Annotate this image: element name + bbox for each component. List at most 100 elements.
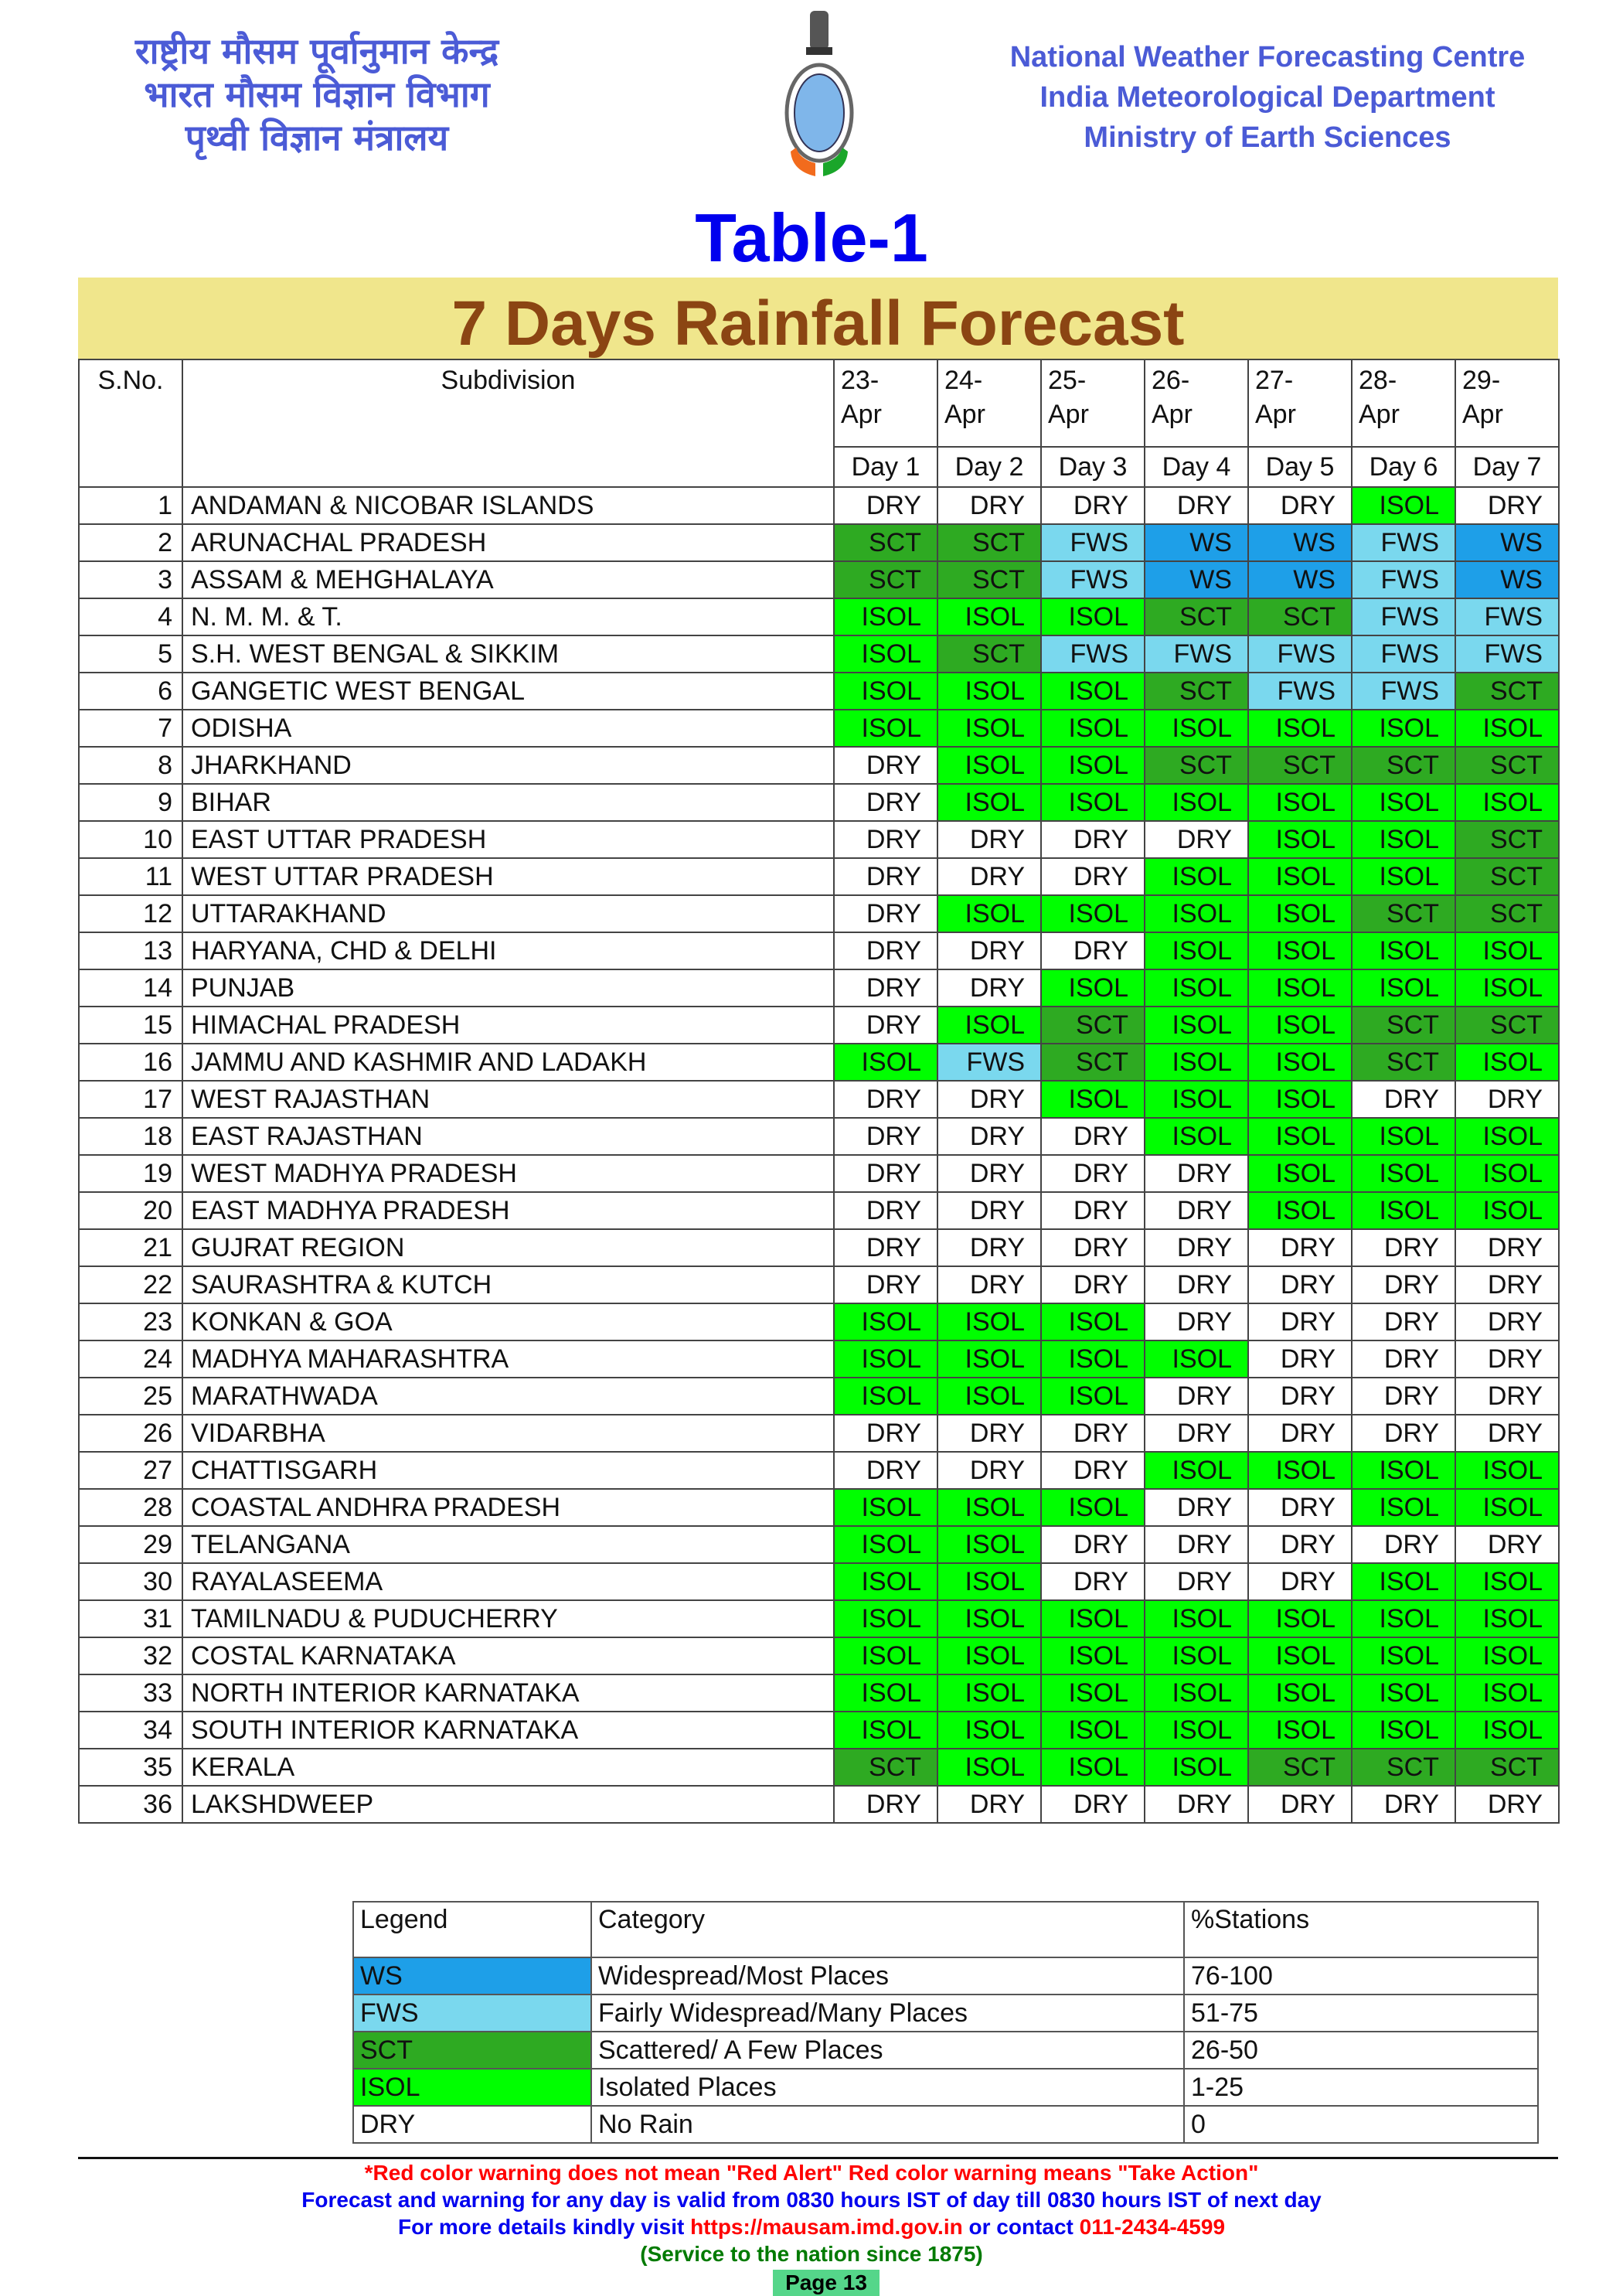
forecast-cell: DRY bbox=[1247, 1266, 1352, 1304]
contact-phone: 011-2434-4599 bbox=[1079, 2215, 1226, 2239]
table-row: 34 SOUTH INTERIOR KARNATAKA ISOL ISOL ISOL IS… bbox=[78, 1711, 1560, 1749]
forecast-cell: ISOL bbox=[1040, 894, 1145, 933]
row-sno: 32 bbox=[78, 1637, 183, 1675]
forecast-cell: DRY bbox=[937, 486, 1042, 525]
legend-category: Isolated Places bbox=[590, 2068, 1185, 2107]
footer-divider bbox=[78, 2157, 1558, 2159]
forecast-table: S.No. Subdivision 23-Apr 24-Apr 25-Apr 26-A… bbox=[78, 359, 1560, 1824]
forecast-cell: DRY bbox=[1144, 1191, 1249, 1230]
forecast-cell: DRY bbox=[1247, 1562, 1352, 1601]
row-sno: 15 bbox=[78, 1006, 183, 1044]
row-subdivision: VIDARBHA bbox=[182, 1414, 835, 1453]
forecast-cell: FWS bbox=[1247, 635, 1352, 673]
forecast-cell: ISOL bbox=[1144, 1748, 1249, 1787]
website-link[interactable]: https://mausam.imd.gov.in bbox=[690, 2215, 963, 2239]
forecast-cell: ISOL bbox=[833, 598, 938, 636]
forecast-cell: DRY bbox=[1247, 1785, 1352, 1824]
forecast-cell: ISOL bbox=[1247, 783, 1352, 822]
row-subdivision: EAST RAJASTHAN bbox=[182, 1117, 835, 1156]
row-sno: 18 bbox=[78, 1117, 183, 1156]
forecast-cell: ISOL bbox=[1455, 1191, 1560, 1230]
forecast-cell: ISOL bbox=[1144, 1711, 1249, 1749]
forecast-cell: WS bbox=[1455, 560, 1560, 599]
forecast-cell: DRY bbox=[1247, 1228, 1352, 1267]
forecast-cell: ISOL bbox=[1455, 1562, 1560, 1601]
legend-category: No Rain bbox=[590, 2105, 1185, 2144]
forecast-cell: DRY bbox=[1351, 1785, 1456, 1824]
forecast-cell: ISOL bbox=[1351, 1674, 1456, 1712]
table-row: 9 BIHAR DRY ISOL ISOL ISOL ISOL ISOL ISOL bbox=[78, 783, 1560, 822]
forecast-cell: ISOL bbox=[1247, 1637, 1352, 1675]
forecast-cell: ISOL bbox=[1040, 1748, 1145, 1787]
forecast-cell: DRY bbox=[833, 783, 938, 822]
header-date: 28-Apr bbox=[1359, 366, 1400, 429]
english-line: National Weather Forecasting Centre bbox=[1009, 41, 1526, 73]
header-subdivision: Subdivision bbox=[182, 359, 835, 488]
footer-details: For more details kindly visit https://ma… bbox=[0, 2214, 1623, 2240]
table-row: 29 TELANGANA ISOL ISOL DRY DRY DRY DRY DRY bbox=[78, 1525, 1560, 1564]
legend-code: DRY bbox=[352, 2105, 592, 2144]
row-sno: 31 bbox=[78, 1599, 183, 1638]
forecast-cell: ISOL bbox=[937, 1711, 1042, 1749]
row-sno: 13 bbox=[78, 932, 183, 970]
forecast-cell: SCT bbox=[833, 1748, 938, 1787]
forecast-cell: DRY bbox=[1144, 1785, 1249, 1824]
forecast-cell: ISOL bbox=[833, 1377, 938, 1415]
forecast-cell: ISOL bbox=[1040, 1674, 1145, 1712]
forecast-cell: WS bbox=[1144, 560, 1249, 599]
forecast-cell: ISOL bbox=[1144, 1043, 1249, 1082]
forecast-cell: SCT bbox=[1455, 857, 1560, 896]
forecast-cell: ISOL bbox=[1455, 709, 1560, 748]
forecast-cell: ISOL bbox=[1144, 1006, 1249, 1044]
legend-row: FWS Fairly Widespread/Many Places 51-75 bbox=[352, 1994, 1539, 2032]
forecast-cell: ISOL bbox=[833, 1340, 938, 1378]
hindi-line: भारत मौसम विज्ञान विभाग bbox=[144, 73, 490, 115]
table-row: 23 KONKAN & GOA ISOL ISOL ISOL DRY DRY DRY DRY bbox=[78, 1303, 1560, 1341]
forecast-cell: DRY bbox=[1455, 1785, 1560, 1824]
footer-service: (Service to the nation since 1875) bbox=[640, 2242, 983, 2266]
row-subdivision: N. M. M. & T. bbox=[182, 598, 835, 636]
forecast-cell: DRY bbox=[937, 932, 1042, 970]
legend-stations: 26-50 bbox=[1183, 2031, 1539, 2069]
forecast-cell: DRY bbox=[1040, 1414, 1145, 1453]
forecast-cell: DRY bbox=[1351, 1414, 1456, 1453]
forecast-cell: ISOL bbox=[937, 1637, 1042, 1675]
table-row: 33 NORTH INTERIOR KARNATAKA ISOL ISOL ISOL IS… bbox=[78, 1674, 1560, 1712]
forecast-cell: DRY bbox=[833, 1006, 938, 1044]
forecast-cell: FWS bbox=[1455, 598, 1560, 636]
forecast-cell: DRY bbox=[1351, 1303, 1456, 1341]
forecast-cell: ISOL bbox=[1351, 932, 1456, 970]
forecast-cell: DRY bbox=[833, 1117, 938, 1156]
forecast-cell: ISOL bbox=[937, 894, 1042, 933]
forecast-cell: ISOL bbox=[1351, 1562, 1456, 1601]
row-subdivision: WEST UTTAR PRADESH bbox=[182, 857, 835, 896]
footer-warning: *Red color warning does not mean "Red Al… bbox=[364, 2161, 1259, 2185]
row-sno: 9 bbox=[78, 783, 183, 822]
forecast-cell: ISOL bbox=[1247, 709, 1352, 748]
forecast-cell: DRY bbox=[1144, 1562, 1249, 1601]
forecast-cell: DRY bbox=[1144, 820, 1249, 859]
forecast-cell: ISOL bbox=[1040, 1637, 1145, 1675]
footer-validity: Forecast and warning for any day is vali… bbox=[301, 2188, 1322, 2212]
forecast-cell: SCT bbox=[1455, 894, 1560, 933]
forecast-cell: DRY bbox=[937, 1191, 1042, 1230]
forecast-cell: SCT bbox=[833, 560, 938, 599]
forecast-cell: DRY bbox=[937, 1228, 1042, 1267]
row-sno: 29 bbox=[78, 1525, 183, 1564]
forecast-cell: ISOL bbox=[1040, 1080, 1145, 1119]
forecast-cell: DRY bbox=[833, 486, 938, 525]
row-sno: 35 bbox=[78, 1748, 183, 1787]
forecast-cell: ISOL bbox=[937, 1006, 1042, 1044]
forecast-cell: ISOL bbox=[1040, 709, 1145, 748]
forecast-cell: ISOL bbox=[833, 1303, 938, 1341]
header-date-cell: 29-Apr bbox=[1455, 359, 1560, 448]
legend-row: SCT Scattered/ A Few Places 26-50 bbox=[352, 2031, 1539, 2069]
forecast-cell: ISOL bbox=[833, 1525, 938, 1564]
forecast-cell: DRY bbox=[937, 1266, 1042, 1304]
forecast-cell: DRY bbox=[1455, 1525, 1560, 1564]
table-row: 1 ANDAMAN & NICOBAR ISLANDS DRY DRY DRY DRY DR… bbox=[78, 486, 1560, 525]
forecast-cell: ISOL bbox=[1351, 969, 1456, 1007]
forecast-cell: ISOL bbox=[1351, 709, 1456, 748]
forecast-cell: SCT bbox=[1144, 598, 1249, 636]
forecast-cell: WS bbox=[1455, 523, 1560, 562]
